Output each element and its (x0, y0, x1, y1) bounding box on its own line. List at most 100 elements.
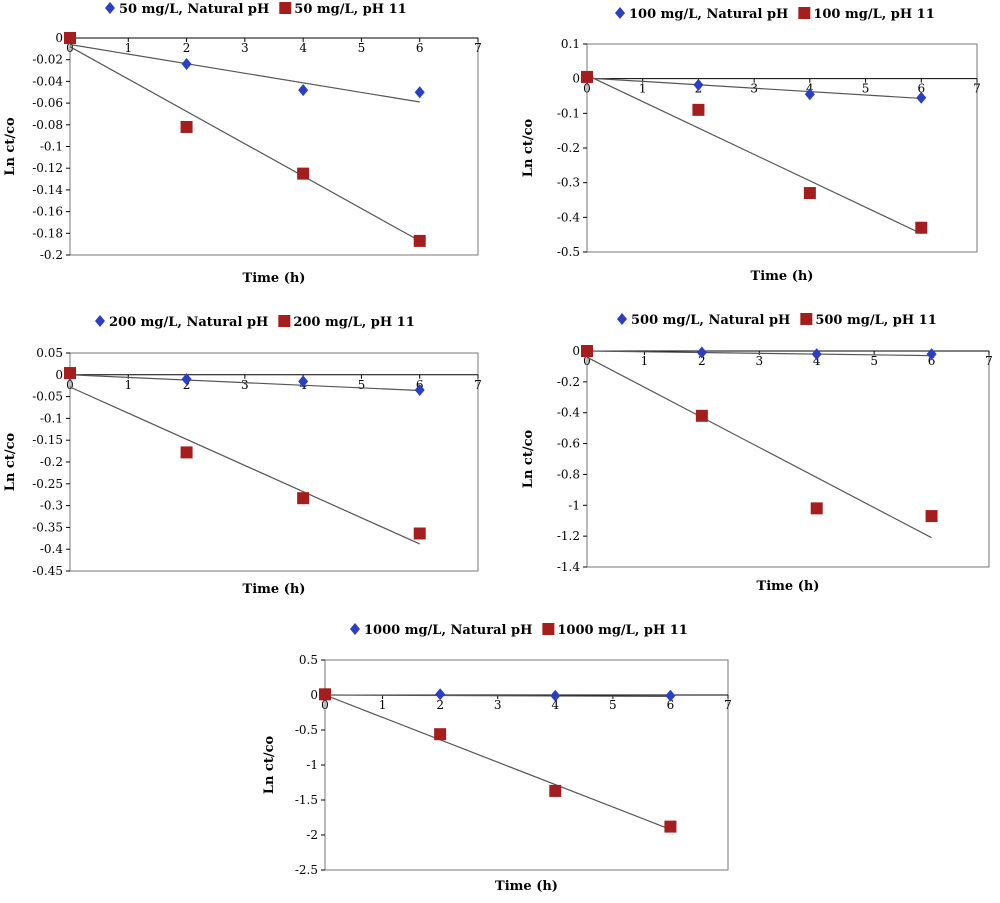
legend-entry: 200 mg/L, Natural pH (109, 315, 268, 330)
y-tick-label: -2.5 (295, 863, 318, 877)
y-axis-title: Ln ct/co (521, 429, 536, 488)
y-tick-label: -0.16 (32, 205, 63, 219)
data-point-natural-ph (916, 91, 927, 104)
x-tick-label: 7 (474, 378, 482, 392)
trendline-natural-ph (69, 374, 420, 392)
x-tick-label: 4 (299, 41, 307, 55)
data-point-natural-ph (693, 78, 704, 91)
legend-entry: 50 mg/L, Natural pH (119, 2, 269, 17)
data-point-natural-ph (181, 58, 192, 71)
y-tick-label: 0 (310, 688, 318, 702)
x-tick-label: 6 (416, 41, 424, 55)
data-point-ph11 (695, 409, 708, 422)
y-tick-label: -0.1 (557, 106, 580, 120)
y-tick-label: -1 (568, 498, 580, 512)
data-point-natural-ph (550, 689, 561, 702)
y-tick-label: -0.12 (32, 161, 63, 175)
x-tick-label: 7 (985, 354, 993, 368)
data-point-ph11 (925, 510, 938, 523)
x-tick-label: 2 (436, 698, 444, 712)
x-tick-label: 0 (583, 354, 591, 368)
legend-marker (95, 315, 105, 327)
data-point-natural-ph (926, 348, 937, 361)
trendline-natural-ph (586, 350, 932, 357)
data-point-ph11 (581, 70, 593, 83)
y-axis-title: Ln ct/co (3, 117, 18, 176)
y-tick-label: -0.15 (32, 433, 63, 447)
legend-entry: 1000 mg/L, Natural pH (364, 623, 532, 638)
x-tick-label: 5 (862, 82, 870, 96)
y-tick-label: -0.4 (40, 542, 64, 556)
data-point-natural-ph (298, 84, 309, 97)
x-tick-label: 7 (973, 82, 981, 96)
data-point-ph11 (549, 784, 562, 797)
data-point-ph11 (64, 32, 76, 44)
y-tick-label: 0 (572, 72, 580, 86)
legend-marker (615, 7, 625, 19)
y-tick-label: -0.4 (557, 210, 581, 224)
x-tick-label: 7 (474, 41, 482, 55)
legend-entry: 100 mg/L, pH 11 (813, 7, 934, 22)
chart-200mgl: 0.050-0.05-0.1-0.15-0.2-0.25-0.3-0.35-0.… (3, 315, 482, 597)
legend-entry: 500 mg/L, pH 11 (815, 313, 936, 328)
data-point-ph11 (413, 527, 426, 540)
y-axis-title: Ln ct/co (3, 432, 18, 491)
plot-area (324, 659, 729, 871)
x-axis-title: Time (h) (751, 269, 814, 284)
data-point-ph11 (64, 367, 76, 380)
x-tick-label: 3 (241, 41, 249, 55)
trendline-ph11 (586, 356, 932, 539)
y-tick-label: -0.14 (32, 183, 63, 197)
trendline-ph11 (69, 46, 421, 242)
data-point-natural-ph (414, 384, 425, 397)
x-tick-label: 1 (124, 41, 132, 55)
y-tick-label: -2 (306, 828, 318, 842)
trendline-natural-ph (324, 694, 671, 697)
y-tick-label: -0.3 (557, 176, 580, 190)
y-tick-label: -0.4 (557, 406, 581, 420)
y-tick-label: 0.1 (561, 37, 580, 51)
x-tick-label: 0 (583, 82, 591, 96)
x-axis-title: Time (h) (243, 582, 306, 597)
plot-area (69, 37, 479, 256)
x-tick-label: 3 (494, 698, 502, 712)
trendline-ph11 (324, 694, 671, 830)
y-tick-label: -0.5 (557, 245, 580, 259)
x-tick-label: 1 (124, 378, 132, 392)
data-point-natural-ph (696, 346, 707, 359)
y-tick-label: -0.02 (32, 53, 63, 67)
x-tick-label: 1 (379, 698, 387, 712)
data-point-ph11 (664, 820, 677, 833)
legend-entry: 100 mg/L, Natural pH (629, 7, 788, 22)
legend-marker (278, 315, 291, 327)
data-point-natural-ph (665, 689, 676, 702)
legend-entry: 200 mg/L, pH 11 (293, 315, 414, 330)
x-axis-title: Time (h) (495, 879, 558, 894)
y-tick-label: -0.3 (40, 499, 63, 513)
data-point-ph11 (180, 120, 193, 133)
x-tick-label: 3 (241, 378, 249, 392)
data-point-ph11 (319, 688, 331, 701)
data-point-ph11 (803, 187, 816, 200)
legend-entry: 50 mg/L, pH 11 (294, 2, 406, 17)
legend-entry: 500 mg/L, Natural pH (631, 313, 790, 328)
y-tick-label: 0 (55, 31, 63, 45)
x-axis-title: Time (h) (757, 579, 820, 594)
y-tick-label: -0.2 (40, 248, 63, 262)
data-point-ph11 (180, 446, 193, 459)
plot-area (586, 43, 978, 253)
y-tick-label: -0.8 (557, 467, 580, 481)
y-tick-label: -0.1 (40, 411, 63, 425)
data-point-natural-ph (804, 88, 815, 101)
x-tick-label: 5 (609, 698, 617, 712)
y-tick-label: -0.35 (32, 520, 63, 534)
y-tick-label: -0.1 (40, 140, 63, 154)
legend-marker (617, 313, 627, 325)
legend-marker (542, 623, 555, 635)
x-tick-label: 0 (66, 41, 74, 55)
legend-marker (105, 2, 115, 14)
y-tick-label: -0.2 (557, 141, 580, 155)
y-tick-label: -0.5 (295, 723, 318, 737)
